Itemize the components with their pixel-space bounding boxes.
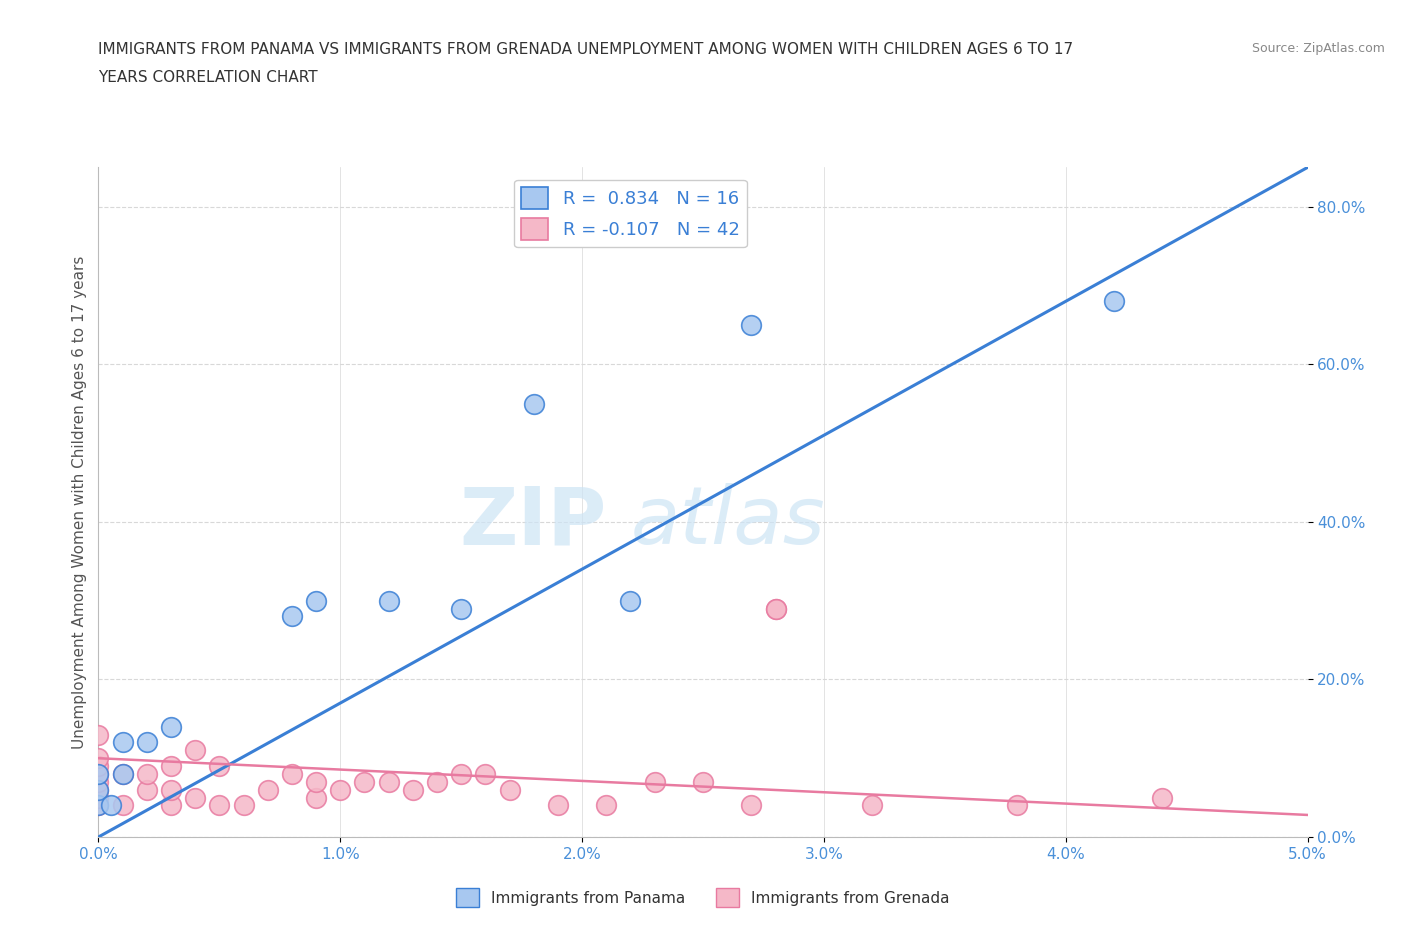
Point: [256, 782, 278, 797]
Point: [111, 766, 134, 781]
Text: Source: ZipAtlas.com: Source: ZipAtlas.com: [1251, 42, 1385, 55]
Point: [305, 593, 328, 608]
Point: [87, 775, 110, 790]
Point: [87, 751, 110, 765]
Point: [87, 782, 110, 797]
Text: IMMIGRANTS FROM PANAMA VS IMMIGRANTS FROM GRENADA UNEMPLOYMENT AMONG WOMEN WITH : IMMIGRANTS FROM PANAMA VS IMMIGRANTS FRO…: [98, 42, 1074, 57]
Point: [160, 719, 183, 734]
Point: [281, 766, 304, 781]
Point: [87, 766, 110, 781]
Point: [160, 798, 183, 813]
Point: [740, 317, 762, 332]
Point: [692, 775, 714, 790]
Point: [87, 798, 110, 813]
Point: [619, 593, 641, 608]
Point: [135, 782, 157, 797]
Point: [353, 775, 375, 790]
Point: [860, 798, 883, 813]
Y-axis label: Unemployment Among Women with Children Ages 6 to 17 years: Unemployment Among Women with Children A…: [72, 256, 87, 749]
Point: [184, 790, 207, 805]
Point: [100, 798, 122, 813]
Point: [305, 790, 328, 805]
Point: [595, 798, 617, 813]
Point: [765, 601, 787, 616]
Point: [377, 775, 399, 790]
Point: [232, 798, 254, 813]
Point: [111, 798, 134, 813]
Point: [305, 775, 328, 790]
Point: [765, 601, 787, 616]
Point: [184, 743, 207, 758]
Point: [87, 727, 110, 742]
Point: [87, 782, 110, 797]
Point: [135, 735, 157, 750]
Point: [426, 775, 449, 790]
Point: [377, 593, 399, 608]
Point: [87, 766, 110, 781]
Point: [740, 798, 762, 813]
Point: [87, 798, 110, 813]
Legend: Immigrants from Panama, Immigrants from Grenada: Immigrants from Panama, Immigrants from …: [450, 883, 956, 913]
Point: [402, 782, 425, 797]
Point: [1102, 294, 1125, 309]
Point: [474, 766, 496, 781]
Point: [111, 766, 134, 781]
Point: [450, 601, 472, 616]
Point: [208, 798, 231, 813]
Point: [329, 782, 352, 797]
Point: [160, 782, 183, 797]
Point: [160, 759, 183, 774]
Point: [450, 766, 472, 781]
Point: [87, 759, 110, 774]
Point: [498, 782, 520, 797]
Point: [281, 609, 304, 624]
Point: [111, 735, 134, 750]
Point: [135, 766, 157, 781]
Point: [208, 759, 231, 774]
Point: [644, 775, 666, 790]
Point: [1152, 790, 1174, 805]
Point: [87, 790, 110, 805]
Text: YEARS CORRELATION CHART: YEARS CORRELATION CHART: [98, 70, 318, 85]
Point: [523, 396, 546, 411]
Text: ZIP: ZIP: [458, 484, 606, 562]
Point: [547, 798, 569, 813]
Text: atlas: atlas: [630, 484, 825, 562]
Point: [1007, 798, 1029, 813]
Legend: R =  0.834   N = 16, R = -0.107   N = 42: R = 0.834 N = 16, R = -0.107 N = 42: [515, 179, 747, 247]
